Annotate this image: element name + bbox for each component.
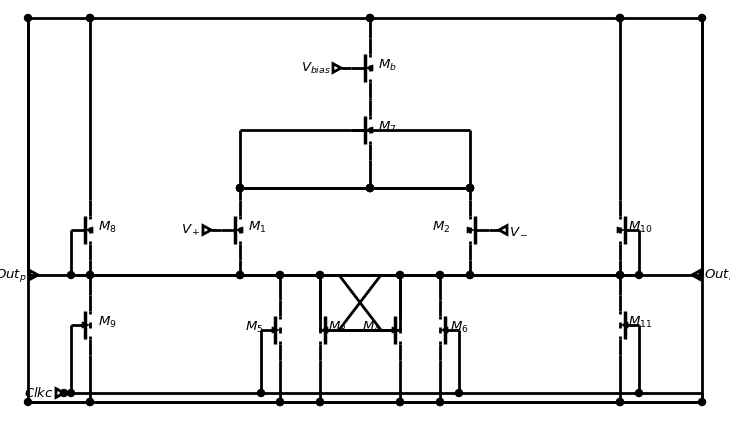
Circle shape	[86, 398, 93, 406]
Polygon shape	[82, 322, 89, 328]
Circle shape	[466, 272, 474, 278]
Circle shape	[437, 272, 444, 278]
Polygon shape	[236, 227, 243, 233]
Circle shape	[366, 14, 374, 22]
Circle shape	[61, 390, 67, 396]
Circle shape	[317, 398, 323, 406]
Text: $M_{11}$: $M_{11}$	[628, 314, 653, 330]
Text: $Out_n$: $Out_n$	[704, 267, 730, 283]
Circle shape	[636, 272, 642, 278]
Circle shape	[617, 398, 623, 406]
Circle shape	[86, 14, 93, 22]
Polygon shape	[467, 227, 474, 233]
Text: $M_5$: $M_5$	[245, 319, 264, 335]
Circle shape	[277, 398, 283, 406]
Circle shape	[86, 272, 93, 278]
Circle shape	[366, 14, 374, 22]
Polygon shape	[86, 227, 93, 233]
Circle shape	[277, 272, 283, 278]
Text: $V_-$: $V_-$	[509, 223, 529, 236]
Circle shape	[699, 14, 705, 22]
Text: $Out_p$: $Out_p$	[0, 266, 26, 283]
Text: $M_7$: $M_7$	[378, 119, 396, 135]
Circle shape	[617, 272, 623, 278]
Circle shape	[277, 398, 283, 406]
Circle shape	[437, 398, 444, 406]
Circle shape	[466, 184, 474, 192]
Circle shape	[317, 398, 323, 406]
Polygon shape	[321, 327, 328, 333]
Circle shape	[699, 398, 705, 406]
Circle shape	[317, 272, 323, 278]
Polygon shape	[441, 327, 448, 333]
Text: $M_b$: $M_b$	[378, 58, 397, 73]
Circle shape	[86, 272, 93, 278]
Text: $M_{10}$: $M_{10}$	[628, 220, 653, 234]
Polygon shape	[272, 327, 279, 333]
Circle shape	[86, 398, 93, 406]
Circle shape	[396, 398, 404, 406]
Circle shape	[237, 272, 244, 278]
Circle shape	[317, 272, 323, 278]
Circle shape	[437, 398, 444, 406]
Polygon shape	[621, 322, 628, 328]
Circle shape	[617, 14, 623, 22]
Circle shape	[617, 398, 623, 406]
Text: $M_4$: $M_4$	[362, 319, 381, 335]
Circle shape	[237, 184, 244, 192]
Circle shape	[466, 184, 474, 192]
Polygon shape	[366, 127, 373, 133]
Circle shape	[67, 390, 74, 396]
Text: $V_{bias}$: $V_{bias}$	[301, 60, 331, 76]
Polygon shape	[617, 227, 624, 233]
Circle shape	[396, 272, 404, 278]
Text: $M_8$: $M_8$	[98, 220, 117, 234]
Circle shape	[617, 272, 623, 278]
Circle shape	[396, 398, 404, 406]
Circle shape	[237, 272, 244, 278]
Circle shape	[466, 272, 474, 278]
Circle shape	[366, 184, 374, 192]
Circle shape	[456, 390, 463, 396]
Circle shape	[617, 14, 623, 22]
Circle shape	[67, 272, 74, 278]
Circle shape	[466, 184, 474, 192]
Circle shape	[636, 390, 642, 396]
Text: $M_9$: $M_9$	[98, 314, 117, 330]
Circle shape	[25, 14, 31, 22]
Circle shape	[277, 272, 283, 278]
Circle shape	[237, 184, 244, 192]
Text: $M_6$: $M_6$	[450, 319, 469, 335]
Circle shape	[366, 184, 374, 192]
Circle shape	[437, 272, 444, 278]
Circle shape	[86, 14, 93, 22]
Text: $V_+$: $V_+$	[181, 222, 201, 238]
Text: $M_1$: $M_1$	[248, 220, 266, 234]
Polygon shape	[392, 327, 399, 333]
Polygon shape	[366, 65, 373, 71]
Circle shape	[258, 390, 264, 396]
Text: $M_2$: $M_2$	[432, 220, 450, 234]
Circle shape	[25, 398, 31, 406]
Circle shape	[396, 272, 404, 278]
Circle shape	[237, 184, 244, 192]
Text: $M_3$: $M_3$	[328, 319, 347, 335]
Text: $Clkc$: $Clkc$	[24, 386, 54, 400]
Circle shape	[366, 184, 374, 192]
